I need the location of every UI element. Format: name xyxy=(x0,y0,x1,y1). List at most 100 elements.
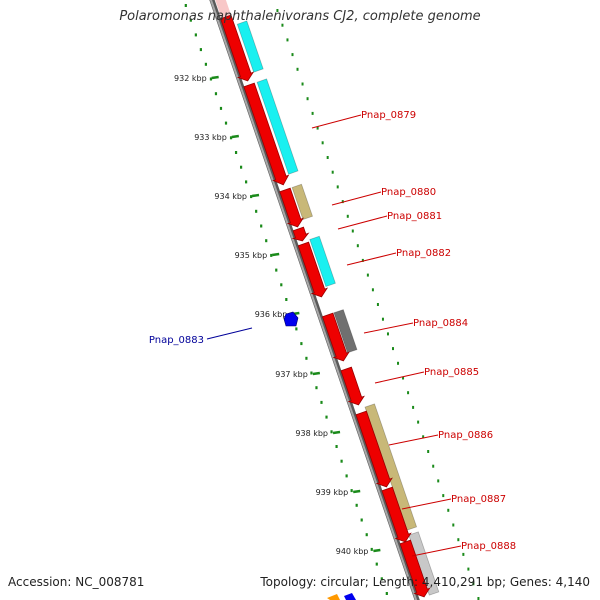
cds-arrow xyxy=(381,486,412,543)
tick-dot xyxy=(189,18,192,22)
tick-dot-outer xyxy=(376,303,379,306)
gene-label: Pnap_0880 xyxy=(381,187,436,198)
map-title: Polaromonas naphthalenivorans CJ2, compl… xyxy=(119,9,481,24)
tick-dot-outer xyxy=(276,9,279,12)
tick-dot xyxy=(265,239,268,243)
tick-dot xyxy=(320,400,323,404)
gene-label: Pnap_0888 xyxy=(461,541,516,552)
genome-summary-text: Topology: circular; Length: 4,410,291 bp… xyxy=(260,575,590,589)
bottom-marker-blue xyxy=(344,593,356,600)
tick-dot-outer xyxy=(402,376,405,380)
tick-dot-outer xyxy=(397,361,400,365)
tick-dot-outer xyxy=(296,67,299,71)
gene-label: Pnap_0881 xyxy=(387,211,442,222)
accession-text: Accession: NC_008781 xyxy=(8,575,145,589)
cds-arrow xyxy=(279,187,305,228)
tick-dot-outer xyxy=(351,229,354,233)
tick-dot-outer xyxy=(336,185,339,189)
tick-dot-outer xyxy=(472,582,475,586)
tick-dot-outer xyxy=(301,82,304,86)
gene-label: Pnap_0886 xyxy=(438,430,493,441)
tick-dot-outer xyxy=(467,567,470,571)
feature-block xyxy=(333,309,358,354)
reverse-gene-marker xyxy=(283,311,299,327)
backbone-highlight xyxy=(209,0,418,600)
tick-dot-outer xyxy=(412,405,415,409)
backbone-layer xyxy=(209,0,420,600)
major-tick xyxy=(251,193,260,198)
gene-leader-line xyxy=(331,191,382,206)
gene-label: Pnap_0882 xyxy=(396,248,451,259)
tick-dot-outer xyxy=(356,244,359,248)
gene-label: Pnap_0884 xyxy=(413,318,468,329)
label-layer: Pnap_0879 Pnap_0880 Pnap_0881 Pnap_0882 Pnap… xyxy=(149,110,516,557)
tick-dot xyxy=(385,592,388,595)
tick-dot xyxy=(184,4,187,7)
gene-label: Pnap_0883 xyxy=(149,335,204,346)
tick-label: 940 kbp xyxy=(336,547,369,556)
tick-dot xyxy=(330,430,333,434)
tick-dot xyxy=(355,503,358,507)
cds-arrow xyxy=(291,226,310,242)
gene-label: Pnap_0879 xyxy=(361,110,416,121)
feature-layer xyxy=(215,0,440,596)
feature-block xyxy=(236,20,264,73)
feature-block xyxy=(291,183,314,221)
major-tick xyxy=(373,548,381,553)
tick-label: 932 kbp xyxy=(174,74,207,83)
tick-dot xyxy=(194,33,197,37)
gene-layer xyxy=(220,14,431,600)
cds-arrow xyxy=(399,539,431,598)
tick-dot xyxy=(365,533,368,537)
major-tick xyxy=(271,252,280,257)
tick-label: 934 kbp xyxy=(214,192,247,201)
tick-dot-outer xyxy=(442,494,445,498)
tick-dot-outer xyxy=(366,273,369,277)
tick-label: 936 kbp xyxy=(255,310,288,319)
tick-dot-outer xyxy=(457,538,460,542)
tick-dot-outer xyxy=(346,214,349,218)
cds-arrow xyxy=(355,410,393,488)
tick-dot xyxy=(260,224,263,228)
tick-dot-outer xyxy=(392,347,395,351)
tick-dot-outer xyxy=(437,479,440,483)
gene-leader-line xyxy=(311,114,362,129)
tick-dot xyxy=(239,165,243,169)
feature-block xyxy=(256,78,299,175)
tick-dot-outer xyxy=(447,508,450,512)
cds-arrow xyxy=(297,241,329,298)
tick-dot xyxy=(360,518,363,522)
tick-dot-outer xyxy=(291,53,294,57)
tick-dot xyxy=(214,92,218,96)
tick-dot xyxy=(340,459,343,463)
gene-leader-line xyxy=(363,322,414,334)
tick-dot-outer xyxy=(432,464,435,468)
major-tick xyxy=(231,134,240,139)
tick-dot xyxy=(380,577,383,581)
tick-dot-outer xyxy=(477,597,480,600)
tick-dot-outer xyxy=(462,552,465,556)
tick-dot xyxy=(280,283,283,287)
tick-dot xyxy=(305,356,308,360)
tick-dot xyxy=(219,106,223,110)
tick-label: 933 kbp xyxy=(194,133,227,142)
tick-dot xyxy=(285,298,288,301)
tick-dot xyxy=(245,180,248,184)
tick-dot xyxy=(375,562,378,566)
tick-dot-outer xyxy=(422,435,425,439)
tick-dot-outer xyxy=(316,126,319,130)
tick-dot-outer xyxy=(407,391,410,395)
gene-leader-line xyxy=(411,545,462,557)
tick-dot-outer xyxy=(381,317,384,321)
tick-dot xyxy=(315,386,318,390)
gene-leader-line xyxy=(346,252,397,266)
tick-dot xyxy=(275,268,278,272)
tick-dot xyxy=(204,62,208,66)
tick-dot-outer xyxy=(361,258,364,262)
cds-arrow xyxy=(340,366,365,406)
gene-leader-line xyxy=(388,434,439,446)
tick-dot-outer xyxy=(281,23,284,27)
tick-dot xyxy=(300,342,303,346)
tick-dot-outer xyxy=(417,420,420,424)
